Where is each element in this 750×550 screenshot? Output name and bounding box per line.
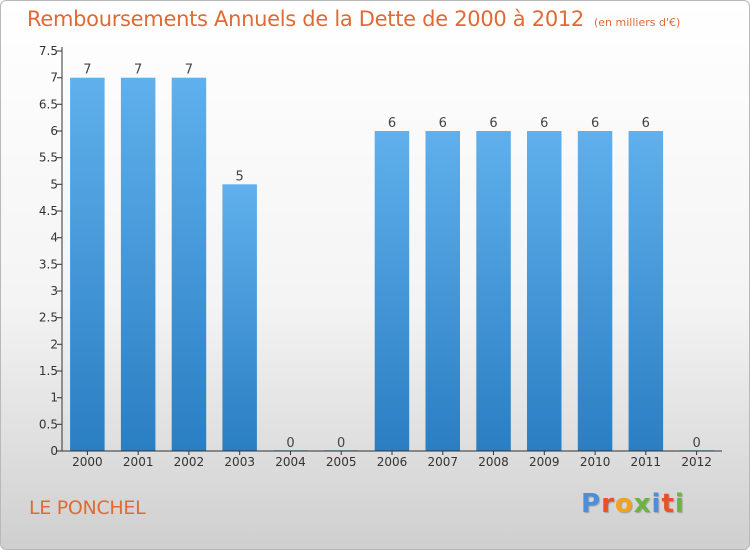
- x-tick-label-2008: 2008: [478, 455, 509, 469]
- y-tick-label-4: 2: [50, 337, 58, 351]
- x-tick-label-2005: 2005: [326, 455, 357, 469]
- y-tick-label-9: 4.5: [39, 204, 58, 218]
- labels-group: 7200072001720025200302004020056200662007…: [39, 44, 712, 469]
- bar-2003: [222, 184, 257, 452]
- data-label-2012: 0: [692, 436, 700, 451]
- data-label-2010: 6: [591, 116, 599, 131]
- x-tick-label-2009: 2009: [529, 455, 560, 469]
- data-label-2003: 5: [236, 169, 244, 184]
- bar-2007: [425, 131, 460, 451]
- bars-group: [70, 77, 714, 452]
- y-tick-label-6: 3: [50, 284, 58, 298]
- y-tick-label-0: 0: [50, 444, 58, 458]
- bar-2008: [476, 131, 511, 451]
- x-tick-label-2010: 2010: [580, 455, 611, 469]
- data-label-2008: 6: [489, 116, 497, 131]
- x-tick-label-2002: 2002: [174, 455, 205, 469]
- x-tick-label-2004: 2004: [275, 455, 306, 469]
- data-label-2011: 6: [642, 116, 650, 131]
- x-tick-label-2003: 2003: [224, 455, 255, 469]
- bar-2011: [628, 131, 664, 451]
- y-tick-label-14: 7: [50, 71, 58, 85]
- logo-letter: i: [651, 489, 662, 519]
- logo-letter: r: [601, 489, 615, 519]
- logo-letter: P: [581, 489, 602, 519]
- data-label-2004: 0: [286, 436, 294, 451]
- y-tick-label-3: 1.5: [39, 364, 58, 378]
- y-tick-label-2: 1: [50, 391, 58, 405]
- chart-title-text: Remboursements Annuels de la Dette de 20…: [27, 7, 584, 31]
- y-tick-label-11: 5.5: [39, 151, 58, 165]
- data-label-2002: 7: [185, 63, 193, 78]
- x-tick-label-2007: 2007: [428, 455, 459, 469]
- logo-letter: i: [674, 489, 685, 519]
- y-tick-label-8: 4: [50, 231, 58, 245]
- data-label-2005: 0: [337, 436, 345, 451]
- data-label-2009: 6: [540, 116, 548, 131]
- city-name: LE PONCHEL: [29, 497, 146, 519]
- y-tick-label-12: 6: [50, 124, 58, 138]
- y-tick-label-10: 5: [50, 177, 58, 191]
- data-label-2006: 6: [388, 116, 396, 131]
- logo-letter: o: [614, 489, 634, 519]
- chart-title: Remboursements Annuels de la Dette de 20…: [27, 7, 680, 31]
- x-tick-label-2012: 2012: [681, 455, 712, 469]
- bar-2009: [527, 131, 562, 451]
- chart-unit-note: (en milliers d'€): [594, 16, 681, 29]
- proxiti-logo: Proxiti: [581, 489, 685, 519]
- data-label-2007: 6: [439, 116, 447, 131]
- logo-letter: t: [661, 489, 675, 519]
- bar-2000: [70, 77, 105, 451]
- y-tick-label-13: 6.5: [39, 97, 58, 111]
- x-tick-label-2011: 2011: [631, 455, 662, 469]
- y-tick-label-7: 3.5: [39, 257, 58, 271]
- logo-letter: x: [633, 489, 652, 519]
- y-tick-label-1: 0.5: [39, 417, 58, 431]
- x-tick-label-2006: 2006: [377, 455, 408, 469]
- x-tick-label-2001: 2001: [123, 455, 154, 469]
- bar-2006: [374, 131, 410, 451]
- y-tick-label-15: 7.5: [39, 44, 58, 58]
- bar-2002: [171, 77, 207, 451]
- axes-group: [57, 47, 722, 455]
- data-label-2000: 7: [83, 63, 91, 78]
- data-label-2001: 7: [134, 63, 142, 78]
- x-tick-label-2000: 2000: [72, 455, 103, 469]
- bar-2010: [577, 131, 613, 451]
- y-tick-label-5: 2.5: [39, 311, 58, 325]
- bar-2001: [120, 77, 156, 451]
